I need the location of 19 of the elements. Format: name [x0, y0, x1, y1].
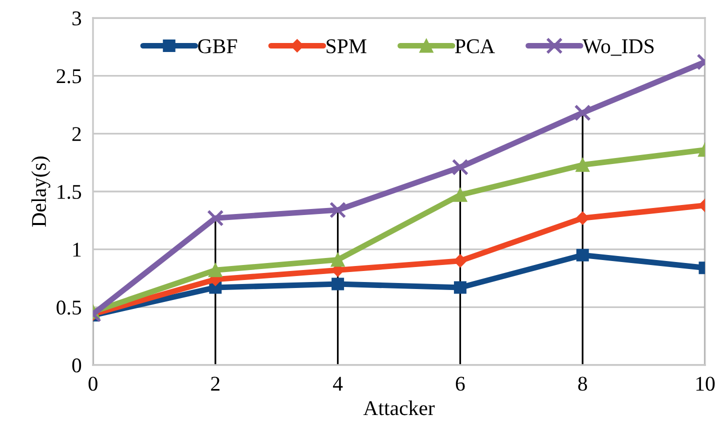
x-tick-label: 0	[88, 376, 98, 391]
y-tick-label: 3	[72, 11, 82, 26]
y-tick-label: 0	[72, 358, 82, 372]
legend-label: Wo_IDS	[582, 39, 654, 56]
x-tick-label: 10	[696, 376, 715, 391]
x-tick-label: 6	[456, 376, 465, 391]
x-tick-label: 2	[211, 376, 220, 391]
x-axis-title: Attacker	[363, 400, 435, 416]
legend-label: SPM	[326, 39, 366, 54]
y-tick-label: 1	[73, 242, 81, 257]
y-tick-label: 2.5	[56, 69, 82, 84]
y-tick-label: 1.5	[58, 184, 82, 200]
y-tick-label: 2	[72, 127, 81, 141]
y-tick-label: 0.5	[56, 300, 82, 315]
x-tick-label: 4	[333, 376, 343, 391]
legend-label: PCA	[455, 39, 495, 54]
x-tick-label: 8	[578, 376, 588, 391]
y-axis-title: Delay(s)	[31, 156, 50, 227]
legend-label: GBF	[198, 39, 238, 54]
